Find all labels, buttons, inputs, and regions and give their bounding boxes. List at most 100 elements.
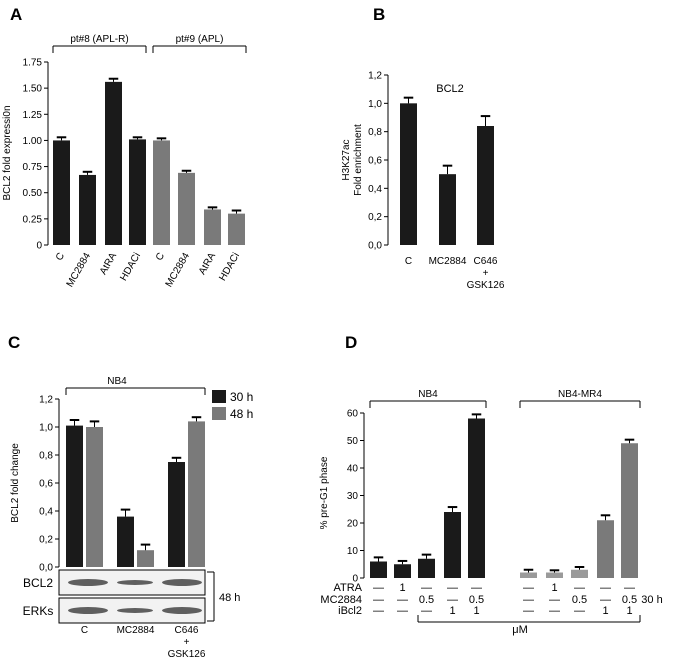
panel-c-30h-bar	[66, 425, 83, 567]
panel-a-y-tick-label: 1.00	[23, 136, 43, 147]
panel-b-y-tick-label: 0,4	[368, 184, 382, 195]
panel-c-y-tick-label: 0,4	[39, 507, 53, 518]
panel-d-y-tick-label: 40	[347, 464, 359, 475]
panel-d-treatment-value: 1	[399, 582, 405, 594]
panel-a-bar	[105, 81, 122, 246]
panel-d-y-tick-label: 10	[347, 546, 359, 557]
panel-d-treatment-value: —	[447, 582, 458, 594]
panel-c-y-tick-label: 0,2	[39, 535, 53, 546]
panel-a-y-tick-label: 0.50	[23, 188, 43, 199]
panel-a-y-tick-label: 1.50	[23, 84, 43, 95]
panel-c-48h-bar	[137, 550, 154, 567]
panel-a-x-tick-label: HDACi	[217, 251, 242, 283]
panel-d-treatment-value: —	[397, 605, 408, 617]
panel-c-blot-band	[162, 607, 202, 614]
panel-d-treatment-value: —	[600, 594, 611, 606]
panel-c-legend-label: 48 h	[230, 407, 253, 421]
panel-letter-c: C	[8, 333, 20, 352]
panel-d-treatment-value: 1	[626, 605, 632, 617]
panel-b-y-tick-label: 0,2	[368, 212, 382, 223]
panel-d-bar	[597, 520, 614, 578]
panel-d-treatment-value: —	[523, 582, 534, 594]
panel-c-blot-label: BCL2	[23, 576, 53, 590]
panel-c-blot-band	[117, 608, 153, 613]
panel-d-treatment-value: 1	[449, 605, 455, 617]
panel-a-y-axis-label: BCL2 fold expressi0n	[2, 105, 13, 200]
panel-a-y-tick-label: 1.25	[23, 110, 43, 121]
panel-a-y-tick-label: 1.75	[23, 58, 43, 69]
panel-d-treatment-value: —	[421, 582, 432, 594]
panel-c-48h-bar	[86, 427, 103, 567]
panel-c-blot-time-label: 48 h	[219, 592, 240, 604]
panel-c-blot-label: ERKs	[23, 604, 54, 618]
panel-d-treatment-value: 0.5	[469, 594, 484, 606]
panel-d-bar	[418, 558, 435, 578]
panel-d-y-tick-label: 20	[347, 519, 359, 530]
panel-b-x-tick-label-sub: GSK126	[467, 280, 505, 291]
panel-a-bar	[53, 140, 70, 245]
panel-a-group-2-bracket-label: pt#9 (APL)	[176, 34, 224, 45]
panel-c-x-tick-label-sub: +	[184, 637, 190, 648]
panel-c-y-tick-label: 0,0	[39, 563, 53, 574]
panel-a-group-1-bracket-label: pt#8 (APL-R)	[70, 34, 128, 45]
panel-d-y-axis-label: % pre-G1 phase	[319, 456, 330, 529]
panel-a-bar	[204, 209, 221, 245]
panel-d-treatment-value: —	[549, 605, 560, 617]
panel-d-treatment-value: —	[549, 594, 560, 606]
panel-d-bar	[571, 569, 588, 578]
panel-a-x-tick-label: C	[54, 251, 67, 263]
panel-c-legend-swatch	[212, 407, 226, 420]
panel-a-bar	[153, 140, 170, 245]
panel-a-x-tick-label: MC2884	[65, 251, 94, 290]
panel-c-blot-band	[162, 579, 202, 586]
panel-d-treatment-value: —	[600, 582, 611, 594]
panel-d-treatment-value: —	[397, 594, 408, 606]
panel-b-title: BCL2	[436, 83, 464, 95]
panel-d-treatment-value: 1	[473, 605, 479, 617]
panel-d-time-label: 30 h	[641, 594, 662, 606]
panel-d-treatment-value: —	[471, 582, 482, 594]
panel-d-y-tick-label: 0	[352, 574, 358, 585]
panel-a-y-tick-label: 0	[36, 241, 42, 252]
panel-c-blot-band	[68, 607, 108, 614]
panel-d-treatment-value: —	[574, 605, 585, 617]
panel-d-treatment-value: 0.5	[572, 594, 587, 606]
panel-b-y-tick-label: 0,0	[368, 241, 382, 252]
panel-d-bar	[394, 564, 411, 578]
panel-d-group-2-bracket-label: NB4-MR4	[558, 389, 602, 400]
panel-b-x-tick-label: MC2884	[429, 256, 467, 267]
panel-d-bar	[546, 572, 563, 578]
panel-c-blot-band	[68, 579, 108, 586]
panel-c-x-tick-label-sub: GSK126	[168, 649, 206, 660]
panel-c-y-tick-label: 1,2	[39, 395, 53, 406]
panel-a-bar	[228, 213, 245, 245]
panel-d-treatment-value: —	[574, 582, 585, 594]
panel-c-y-tick-label: 0,6	[39, 479, 53, 490]
panel-d-bar	[444, 512, 461, 578]
panel-c-y-axis-label: BCL2 fold change	[10, 443, 21, 523]
panel-c-legend-swatch	[212, 390, 226, 403]
panel-a-x-tick-label: C	[154, 251, 167, 263]
panel-a-bar	[79, 174, 96, 245]
panel-d-treatment-value: 0.5	[622, 594, 637, 606]
panel-d-treatment-value: —	[373, 605, 384, 617]
panel-a-bar	[178, 172, 195, 245]
panel-b-y-axis-label: Fold enrichment	[353, 124, 364, 196]
panel-d-treatment-value: —	[373, 582, 384, 594]
panel-b-y-tick-label: 0,6	[368, 156, 382, 167]
panel-d-bar	[370, 561, 387, 578]
panel-d-y-tick-label: 30	[347, 491, 359, 502]
panel-c-blot-band	[117, 580, 153, 585]
panel-c-48h-bar	[188, 421, 205, 567]
panel-c-x-tick-label: MC2884	[117, 625, 155, 636]
panel-d-y-tick-label: 60	[347, 409, 359, 420]
panel-c-y-tick-label: 1,0	[39, 423, 53, 434]
panel-d-treatment-value: —	[523, 605, 534, 617]
panel-d-y-tick-label: 50	[347, 436, 359, 447]
panel-b-x-tick-label-sub: +	[483, 268, 489, 279]
panel-d-treatment-value: —	[421, 605, 432, 617]
panel-d-group-1-bracket-label: NB4	[418, 389, 438, 400]
panel-c-x-tick-label: C	[81, 625, 88, 636]
panel-a-bar	[129, 139, 146, 245]
panel-d-treatment-label: ATRA	[333, 582, 362, 594]
